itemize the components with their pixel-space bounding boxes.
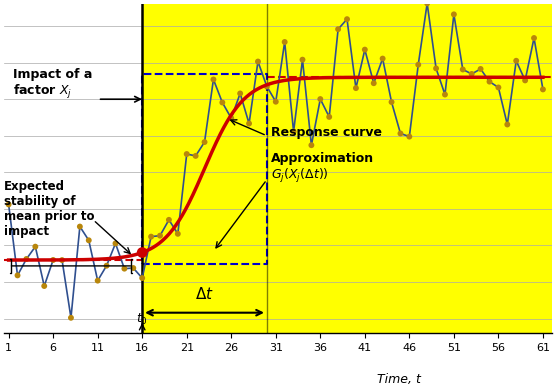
Point	[271, 98, 280, 105]
Point	[449, 11, 458, 17]
Point	[182, 151, 191, 157]
Point	[254, 58, 262, 64]
Text: Impact of a
factor $X_j$: Impact of a factor $X_j$	[13, 68, 92, 101]
Point	[512, 58, 520, 64]
Point	[316, 96, 325, 102]
Point	[156, 233, 165, 239]
Point	[458, 66, 467, 73]
Text: $t_0$: $t_0$	[136, 312, 148, 327]
Point	[431, 65, 440, 71]
Point	[387, 99, 396, 105]
Point	[173, 231, 182, 237]
Point	[325, 114, 334, 120]
Point	[85, 237, 93, 244]
Point	[227, 115, 236, 121]
Point	[76, 223, 85, 230]
Point	[218, 100, 227, 106]
Point	[334, 26, 342, 32]
Point	[440, 91, 449, 98]
Point	[529, 35, 538, 41]
Point	[262, 83, 271, 90]
Point	[378, 56, 387, 62]
Text: Approximation
$G_j(X_j(\Delta t))$: Approximation $G_j(X_j(\Delta t))$	[271, 152, 374, 185]
Point	[209, 76, 218, 83]
Point	[360, 47, 369, 53]
Point	[289, 129, 298, 135]
Point	[147, 234, 156, 240]
Point	[503, 122, 512, 128]
Point	[369, 80, 378, 86]
Text: Response curve: Response curve	[271, 125, 383, 139]
Point	[396, 130, 405, 137]
Point	[138, 275, 147, 281]
Point	[138, 249, 147, 256]
Text: Expected
stability of
mean prior to
impact: Expected stability of mean prior to impa…	[4, 180, 95, 238]
Point	[67, 315, 76, 321]
Point	[423, 0, 431, 7]
Point	[538, 86, 547, 93]
Point	[298, 57, 307, 63]
Point	[236, 90, 245, 96]
Point	[191, 153, 200, 159]
Point	[120, 266, 129, 272]
Point	[200, 139, 209, 145]
Point	[129, 265, 138, 271]
Point	[342, 16, 351, 22]
Point	[102, 262, 111, 269]
Point	[40, 283, 49, 289]
Point	[13, 272, 22, 278]
Point	[22, 256, 31, 262]
Point	[307, 142, 316, 148]
Bar	[142, 0, 556, 333]
Point	[58, 257, 67, 263]
Point	[351, 85, 360, 91]
Point	[485, 78, 494, 85]
Point	[405, 134, 414, 140]
Point	[476, 66, 485, 72]
Point	[414, 62, 423, 68]
Point	[111, 240, 120, 247]
Point	[49, 257, 58, 263]
Point	[165, 217, 173, 223]
Point	[520, 77, 529, 83]
Point	[280, 39, 289, 45]
Point	[494, 85, 503, 91]
Point	[245, 120, 254, 127]
Point	[467, 71, 476, 77]
Point	[93, 278, 102, 284]
X-axis label: Time, t: Time, t	[376, 372, 420, 386]
Text: $\Delta t$: $\Delta t$	[195, 286, 214, 303]
Point	[4, 201, 13, 208]
Point	[31, 244, 40, 250]
